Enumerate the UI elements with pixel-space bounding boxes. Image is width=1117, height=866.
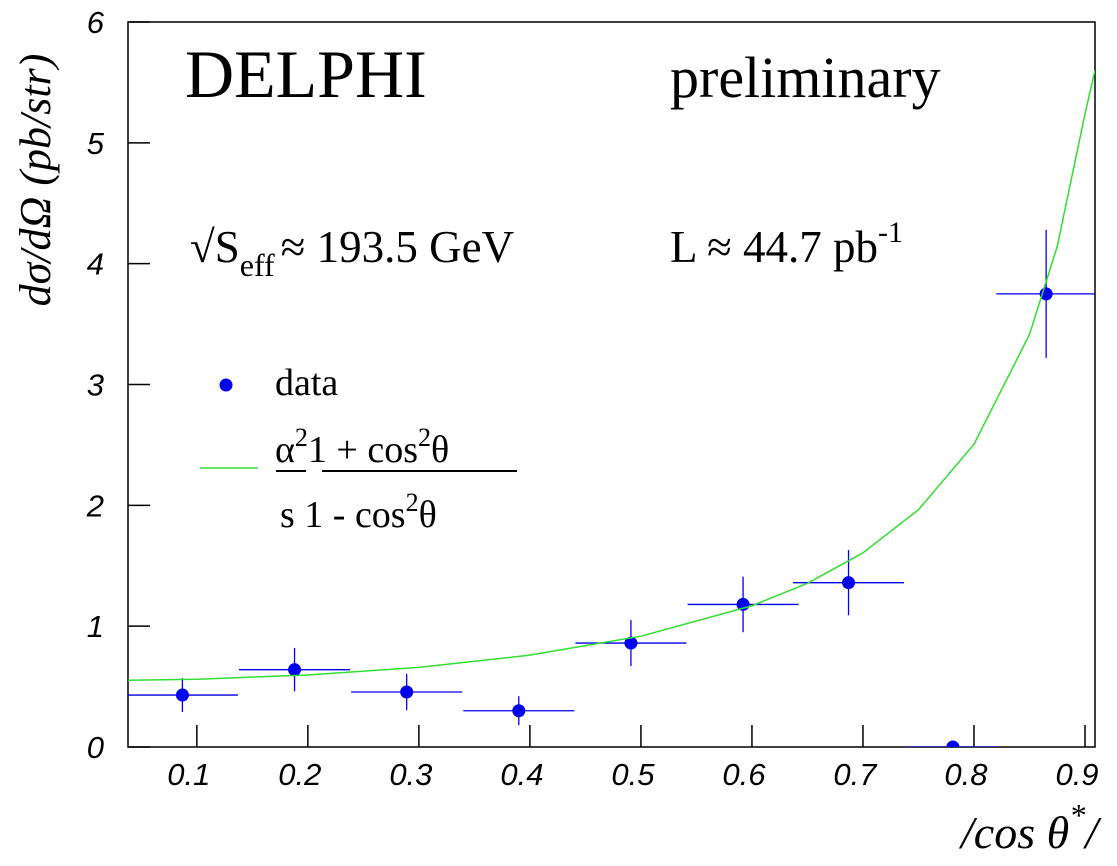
x-tick-label: 0.7 [833, 757, 878, 792]
data-point [842, 576, 856, 590]
y-tick-label: 5 [87, 126, 105, 161]
chart-title: DELPHI [185, 36, 427, 112]
energy-text: ≈ 193.5 GeV [281, 222, 514, 272]
legend-fit-numerator: α21 + cos2θ [275, 423, 449, 471]
data-point [288, 663, 302, 677]
data-point [175, 688, 189, 702]
energy-label: √Seff ≈ 193.5 GeV [190, 222, 514, 283]
fit-curve [128, 70, 1095, 682]
x-tick-label: 0.2 [278, 757, 321, 792]
y-tick-label: 0 [87, 730, 104, 765]
energy-main: √S [190, 222, 240, 272]
y-axis-label: dσ/dΩ (pb/str) [11, 54, 60, 307]
fit-alpha: α [275, 429, 295, 471]
plot-area [128, 70, 1095, 747]
y-tick-label: 6 [87, 5, 105, 40]
lumi-label: L ≈ 44.7 pb-1 [670, 216, 903, 272]
fit-theta: θ [431, 429, 449, 471]
chart-subtitle: preliminary [670, 45, 941, 110]
fit-den: s 1 - cos [280, 494, 406, 536]
energy-sub: eff [240, 247, 275, 283]
y-tick-label: 1 [87, 609, 104, 644]
x-tick-label: 0.5 [611, 757, 655, 792]
x-axis-label: /cos θ*/ [958, 797, 1102, 858]
y-tick-label: 3 [87, 368, 104, 403]
lumi-main: L ≈ 44.7 pb [670, 222, 878, 272]
x-label-end: / [1082, 807, 1102, 858]
data-point [512, 704, 526, 718]
fit-sup: 2 [418, 423, 431, 452]
lumi-sup: -1 [878, 216, 903, 249]
x-label-main: /cos θ [958, 807, 1069, 858]
x-label-sup: * [1069, 797, 1085, 833]
data-point [946, 740, 960, 747]
x-tick-label: 0.1 [167, 757, 210, 792]
legend-label: data [275, 362, 338, 404]
fit-sup: 2 [406, 488, 419, 517]
fit-sup: 2 [295, 423, 308, 452]
x-tick-label: 0.9 [1055, 757, 1098, 792]
x-tick-label: 0.3 [389, 757, 432, 792]
fit-one: 1 [308, 429, 327, 471]
x-tick-label: 0.6 [722, 757, 766, 792]
x-tick-label: 0.8 [944, 757, 988, 792]
fit-cos: + cos [327, 429, 418, 471]
y-tick-label: 2 [86, 488, 104, 523]
plot-frame [127, 21, 1096, 748]
y-tick-label: 4 [87, 247, 104, 282]
fit-theta: θ [419, 494, 437, 536]
x-tick-label: 0.4 [500, 757, 543, 792]
data-point [624, 636, 638, 650]
data-point [400, 685, 414, 699]
legend-marker [219, 378, 233, 392]
legend-fit-denominator: s 1 - cos2θ [280, 488, 437, 536]
